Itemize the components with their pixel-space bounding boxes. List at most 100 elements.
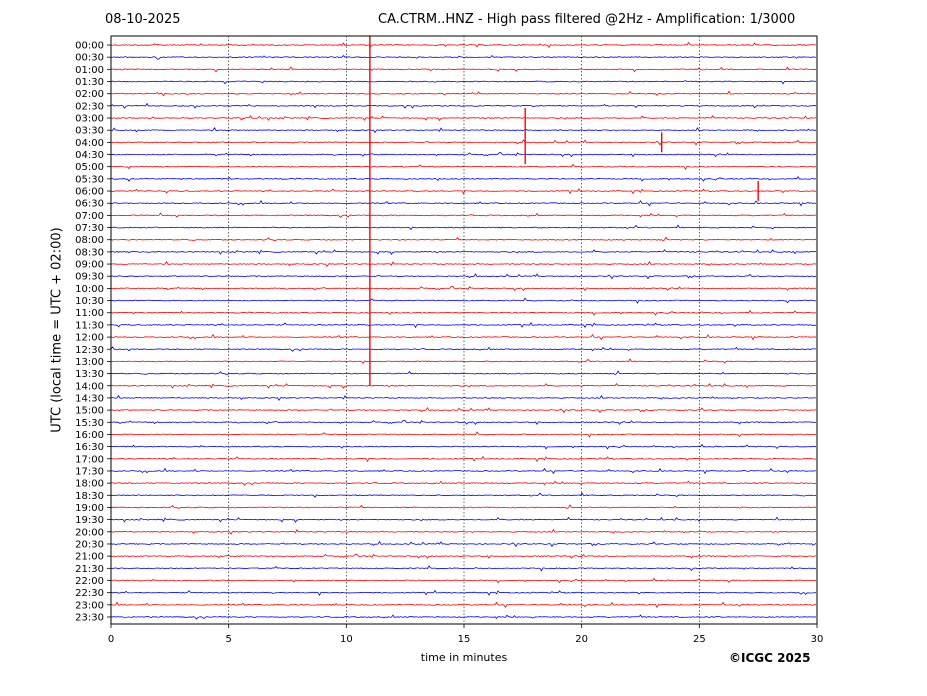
y-tick-label-13:00: 13:00 bbox=[75, 357, 104, 368]
trace-22:00 bbox=[110, 577, 817, 584]
y-tick-label-02:30: 02:30 bbox=[75, 101, 104, 112]
y-tick-label-20:30: 20:30 bbox=[75, 539, 104, 550]
trace-10:00 bbox=[110, 286, 817, 292]
trace-00:30 bbox=[110, 54, 817, 60]
y-tick-label-14:00: 14:00 bbox=[75, 381, 104, 392]
y-tick-label-18:30: 18:30 bbox=[75, 491, 104, 502]
x-tick-label-5: 5 bbox=[225, 634, 231, 645]
y-tick-label-19:00: 19:00 bbox=[75, 503, 104, 514]
trace-04:30 bbox=[110, 152, 817, 158]
y-tick-label-19:30: 19:30 bbox=[75, 515, 104, 526]
y-tick-label-01:30: 01:30 bbox=[75, 77, 104, 88]
y-tick-label-05:00: 05:00 bbox=[75, 162, 104, 173]
y-tick-label-10:00: 10:00 bbox=[75, 284, 104, 295]
trace-14:00 bbox=[110, 382, 817, 389]
trace-20:30 bbox=[110, 540, 817, 548]
y-tick-label-17:00: 17:00 bbox=[75, 454, 104, 465]
y-tick-label-15:30: 15:30 bbox=[75, 418, 104, 429]
y-tick-label-07:00: 07:00 bbox=[75, 211, 104, 222]
trace-12:00 bbox=[110, 333, 817, 341]
date-label: 08-10-2025 bbox=[105, 12, 181, 27]
trace-18:30 bbox=[110, 492, 817, 498]
y-tick-label-03:30: 03:30 bbox=[75, 126, 104, 137]
trace-02:30 bbox=[110, 102, 817, 109]
trace-02:00 bbox=[110, 90, 817, 97]
trace-18:00 bbox=[110, 480, 817, 486]
trace-00:00 bbox=[110, 41, 817, 49]
trace-09:30 bbox=[110, 273, 817, 280]
y-tick-label-03:00: 03:00 bbox=[75, 114, 104, 125]
trace-21:30 bbox=[110, 565, 817, 572]
trace-03:30 bbox=[110, 127, 817, 134]
trace-10:30 bbox=[110, 297, 817, 304]
trace-14:30 bbox=[110, 394, 817, 402]
y-tick-label-05:30: 05:30 bbox=[75, 174, 104, 185]
y-tick-label-20:00: 20:00 bbox=[75, 527, 104, 538]
y-tick-label-06:00: 06:00 bbox=[75, 187, 104, 198]
trace-01:00 bbox=[110, 66, 817, 73]
trace-23:30 bbox=[110, 614, 817, 620]
x-tick-label-25: 25 bbox=[693, 634, 706, 645]
trace-06:00 bbox=[110, 188, 817, 195]
y-tick-label-00:00: 00:00 bbox=[75, 41, 104, 52]
trace-17:00 bbox=[110, 455, 817, 463]
trace-23:00 bbox=[110, 601, 817, 609]
trace-03:00 bbox=[110, 115, 817, 122]
y-tick-label-13:30: 13:30 bbox=[75, 369, 104, 380]
trace-20:00 bbox=[110, 528, 817, 535]
x-tick-label-30: 30 bbox=[811, 634, 824, 645]
trace-22:30 bbox=[110, 589, 817, 596]
y-tick-label-07:30: 07:30 bbox=[75, 223, 104, 234]
x-tick-label-0: 0 bbox=[108, 634, 114, 645]
y-tick-label-21:30: 21:30 bbox=[75, 564, 104, 575]
trace-07:00 bbox=[110, 212, 817, 218]
x-tick-label-20: 20 bbox=[575, 634, 588, 645]
y-tick-label-08:00: 08:00 bbox=[75, 235, 104, 246]
y-tick-label-12:30: 12:30 bbox=[75, 345, 104, 356]
y-tick-label-09:00: 09:00 bbox=[75, 260, 104, 271]
y-tick-label-08:30: 08:30 bbox=[75, 247, 104, 258]
trace-05:30 bbox=[110, 176, 817, 182]
y-tick-label-00:30: 00:30 bbox=[75, 53, 104, 64]
y-tick-label-21:00: 21:00 bbox=[75, 552, 104, 563]
y-tick-label-16:30: 16:30 bbox=[75, 442, 104, 453]
x-axis-label: time in minutes bbox=[420, 651, 508, 664]
y-tick-label-15:00: 15:00 bbox=[75, 406, 104, 417]
trace-09:00 bbox=[110, 260, 817, 268]
trace-19:00 bbox=[110, 504, 817, 509]
trace-08:30 bbox=[110, 249, 817, 255]
chart-title: CA.CTRM..HNZ - High pass filtered @2Hz -… bbox=[378, 12, 796, 27]
y-tick-label-04:30: 04:30 bbox=[75, 150, 104, 161]
trace-13:30 bbox=[110, 370, 817, 376]
trace-15:30 bbox=[110, 419, 817, 426]
trace-11:30 bbox=[110, 322, 816, 329]
y-tick-label-14:30: 14:30 bbox=[75, 393, 104, 404]
trace-21:00 bbox=[110, 553, 817, 559]
y-tick-label-11:00: 11:00 bbox=[75, 308, 104, 319]
x-tick-label-10: 10 bbox=[340, 634, 353, 645]
y-tick-label-06:30: 06:30 bbox=[75, 199, 104, 210]
trace-13:00 bbox=[110, 358, 817, 364]
trace-07:30 bbox=[110, 224, 817, 231]
y-tick-label-23:30: 23:30 bbox=[75, 612, 104, 623]
trace-17:30 bbox=[110, 467, 817, 475]
y-tick-label-12:00: 12:00 bbox=[75, 333, 104, 344]
y-tick-label-16:00: 16:00 bbox=[75, 430, 104, 441]
y-tick-label-18:00: 18:00 bbox=[75, 479, 104, 490]
y-tick-label-22:00: 22:00 bbox=[75, 576, 104, 587]
copyright-label: ©ICGC 2025 bbox=[729, 651, 811, 665]
trace-05:00 bbox=[110, 163, 817, 170]
trace-06:30 bbox=[110, 199, 817, 207]
y-tick-label-10:30: 10:30 bbox=[75, 296, 104, 307]
y-tick-label-01:00: 01:00 bbox=[75, 65, 104, 76]
trace-11:00 bbox=[110, 309, 817, 316]
trace-12:30 bbox=[110, 346, 816, 352]
y-tick-label-09:30: 09:30 bbox=[75, 272, 104, 283]
x-tick-label-15: 15 bbox=[458, 634, 471, 645]
y-tick-label-23:00: 23:00 bbox=[75, 600, 104, 611]
trace-01:30 bbox=[110, 80, 817, 85]
trace-15:00 bbox=[110, 406, 817, 414]
y-tick-label-02:00: 02:00 bbox=[75, 89, 104, 100]
y-tick-label-04:00: 04:00 bbox=[75, 138, 104, 149]
